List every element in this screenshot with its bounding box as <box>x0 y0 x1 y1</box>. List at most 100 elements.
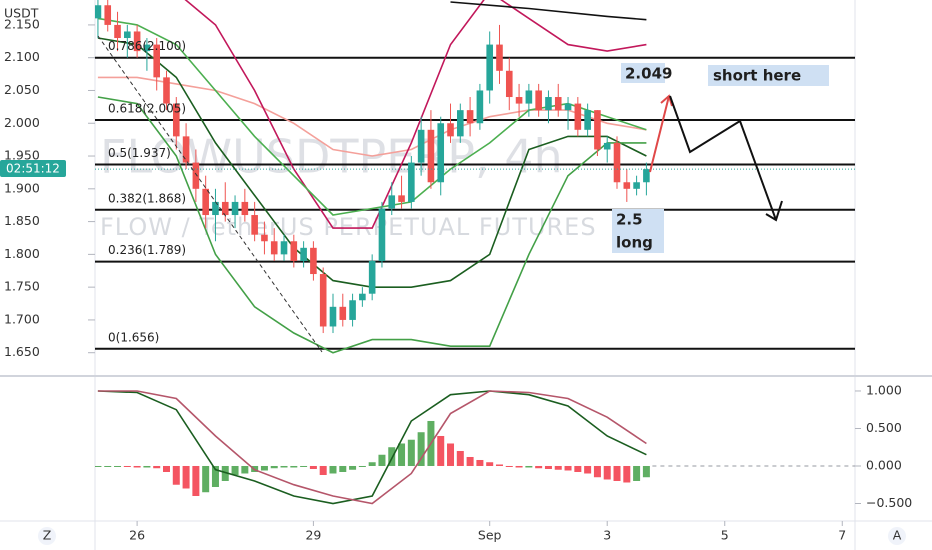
histogram-bar <box>133 465 141 468</box>
y2-tick-label: 0.500 <box>866 420 902 435</box>
candle-body <box>545 97 552 111</box>
histogram-bar <box>505 465 513 467</box>
candle-body <box>457 110 464 137</box>
candle-body <box>300 247 307 261</box>
histogram-bar <box>593 465 601 478</box>
histogram-bar <box>221 465 229 481</box>
y-tick-label: 1.850 <box>4 213 40 228</box>
histogram-bar <box>515 465 523 468</box>
histogram-bar <box>495 464 503 466</box>
y-tick-label: 1.750 <box>4 279 40 294</box>
histogram-bar <box>339 465 347 472</box>
histogram-bar <box>574 465 582 472</box>
candle-body <box>172 103 180 137</box>
histogram-bar <box>123 465 131 467</box>
histogram-bar <box>535 465 543 469</box>
candle-body <box>476 90 484 124</box>
candle-body <box>329 306 337 327</box>
candle-body <box>153 44 161 78</box>
histogram-bar <box>319 465 327 475</box>
price-pane <box>95 0 855 354</box>
note-box <box>621 63 665 83</box>
histogram-bar <box>358 465 366 467</box>
histogram-bar <box>231 465 239 475</box>
x-tick-label: 29 <box>305 528 321 543</box>
histogram-bar <box>544 465 552 469</box>
y2-tick-label: −0.500 <box>866 495 912 510</box>
histogram-bar <box>378 454 386 466</box>
indicator-line <box>97 96 647 354</box>
candle-body <box>408 162 415 202</box>
histogram-bar <box>241 465 249 474</box>
candle-body <box>124 31 131 39</box>
corner-label[interactable]: Z <box>43 528 52 543</box>
y-tick-label: 2.050 <box>4 82 40 97</box>
candle-body <box>270 241 278 255</box>
histogram-bar <box>114 465 122 467</box>
y2-tick-label: 0.000 <box>866 457 902 472</box>
candle-body <box>212 201 219 216</box>
candle-body <box>114 24 121 39</box>
candle-body <box>613 142 621 183</box>
y-tick-label: 1.950 <box>4 148 40 163</box>
y-tick-label: 2.000 <box>4 115 40 130</box>
candle-body <box>163 77 170 104</box>
histogram-bar <box>329 465 337 474</box>
candle-body <box>339 306 347 320</box>
note-text: short here <box>713 67 801 85</box>
candle-body <box>584 110 591 130</box>
y-tick-label: 1.900 <box>4 180 40 195</box>
button[interactable] <box>888 527 906 545</box>
candle-body <box>221 201 229 216</box>
histogram-bar <box>211 465 219 487</box>
candle-body <box>368 260 376 294</box>
histogram-bar <box>300 465 308 467</box>
corner-label[interactable]: A <box>893 528 902 543</box>
y2-tick-label: 1.000 <box>866 382 902 397</box>
watermark: FLOWUSDTPERP, 4h FLOW / TetherUS PERPETU… <box>100 130 596 242</box>
candle-body <box>496 44 503 71</box>
fib-label: 0.382(1.868) <box>108 191 186 205</box>
candle-body <box>486 44 493 91</box>
oscillator-pane <box>95 390 855 505</box>
candle-body <box>623 182 631 189</box>
candle-body <box>564 103 572 111</box>
histogram-bar <box>486 462 494 466</box>
histogram-bar <box>456 450 464 466</box>
candle-body <box>603 142 611 150</box>
candle-body <box>594 110 601 150</box>
candle-body <box>427 129 435 183</box>
histogram-bar <box>623 465 631 483</box>
countdown: 02:51:12 <box>6 162 60 176</box>
candle-body <box>535 90 542 111</box>
histogram-bar <box>162 465 170 472</box>
candle-body <box>182 136 190 163</box>
histogram-bar <box>584 465 592 474</box>
histogram-bar <box>172 465 180 485</box>
candle-body <box>251 215 258 235</box>
projection-arrow <box>669 95 783 222</box>
y-tick-label: 2.100 <box>4 49 40 64</box>
candle-body <box>290 241 298 261</box>
axes: 1.650 1.700 1.750 1.800 1.850 1.900 1.950 2.000… <box>4 16 912 542</box>
histogram-bar <box>143 465 151 468</box>
candle-body <box>554 97 562 111</box>
candle-body <box>241 201 249 216</box>
histogram-bar <box>290 465 298 468</box>
note-text: 2.049 <box>625 65 672 83</box>
histogram-bar <box>95 465 102 467</box>
candle-body <box>133 31 141 52</box>
candle-body <box>231 201 239 216</box>
button[interactable] <box>38 527 56 545</box>
candle-body <box>378 208 386 261</box>
histogram-bar <box>260 465 268 471</box>
histogram-bar <box>642 465 650 478</box>
x-tick-label: 3 <box>603 528 611 543</box>
histogram-bar <box>437 435 445 466</box>
histogram-bar <box>202 465 210 493</box>
candle-body <box>192 162 200 189</box>
histogram-bar <box>447 443 455 466</box>
note-box <box>708 65 829 86</box>
